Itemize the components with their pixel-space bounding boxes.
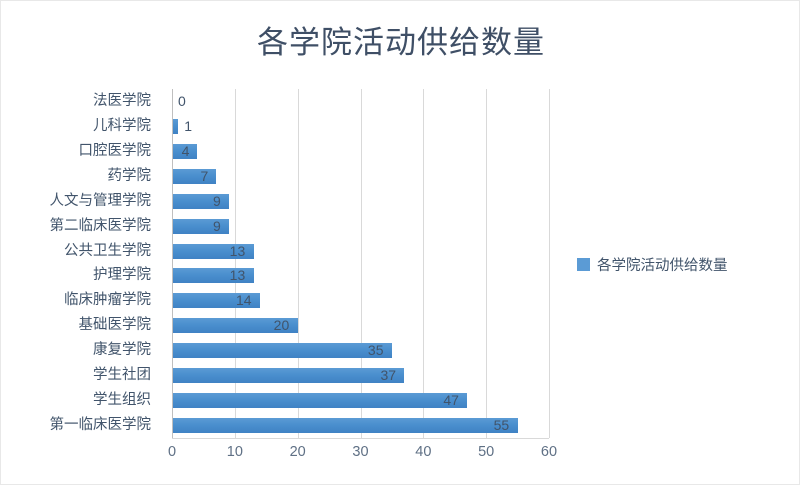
bar[interactable]	[172, 418, 518, 434]
bar-row[interactable]: 55	[172, 413, 549, 438]
bar-row[interactable]: 7	[172, 164, 549, 189]
gridline	[549, 89, 550, 438]
bar-row[interactable]: 47	[172, 388, 549, 413]
bar-row[interactable]: 35	[172, 338, 549, 363]
bar-row[interactable]: 13	[172, 239, 549, 264]
value-tick-label: 60	[540, 444, 558, 460]
bar-row[interactable]: 14	[172, 288, 549, 313]
category-label: 第二临床医学院	[49, 217, 152, 234]
bar-row[interactable]: 9	[172, 189, 549, 214]
bar[interactable]	[172, 143, 198, 159]
bar-row[interactable]: 20	[172, 313, 549, 338]
bar-row[interactable]: 13	[172, 264, 549, 289]
bar-value-label: 1	[184, 117, 193, 134]
category-label: 人文与管理学院	[49, 192, 152, 209]
value-tick-label: 10	[226, 444, 243, 460]
bar-row[interactable]: 9	[172, 214, 549, 239]
value-tick-label: 0	[167, 444, 177, 460]
category-label: 法医学院	[93, 92, 151, 109]
bar-row[interactable]: 0	[172, 89, 549, 114]
bar-row[interactable]: 4	[172, 139, 549, 164]
chart-title: 各学院活动供给数量	[257, 25, 545, 61]
bar-value-label: 9	[213, 217, 221, 234]
category-label: 学生组织	[93, 392, 151, 409]
bar-row[interactable]: 1	[172, 114, 549, 139]
bar-value-label: 14	[235, 292, 252, 309]
bar-value-label: 7	[200, 167, 209, 184]
bar[interactable]	[172, 268, 254, 284]
legend-label: 各学院活动供给数量	[597, 258, 728, 274]
value-axis-labels: 0 10 20 30 40 50 60	[168, 444, 557, 466]
category-label: 护理学院	[93, 267, 151, 284]
category-label: 药学院	[107, 167, 152, 184]
bar-value-label: 37	[380, 367, 397, 384]
bar-value-label: 0	[178, 92, 186, 109]
bar-value-label: 9	[213, 192, 221, 209]
bar[interactable]	[172, 118, 179, 134]
bar-value-label: 13	[229, 242, 246, 259]
category-label: 儿科学院	[93, 117, 151, 134]
bar-value-label: 35	[367, 342, 384, 359]
bar[interactable]	[172, 293, 260, 309]
category-label: 学生社团	[93, 367, 151, 384]
category-label: 口腔医学院	[78, 142, 152, 159]
category-label: 康复学院	[93, 342, 151, 359]
plot-area: 0 1 4 7 9 9 13 13 14 20 35 37 47 55	[172, 89, 550, 439]
bar[interactable]	[172, 218, 229, 234]
value-tick-label: 40	[415, 444, 432, 460]
bar[interactable]	[172, 193, 229, 209]
bar-series: 0 1 4 7 9 9 13 13 14 20 35 37 47 55	[172, 89, 549, 438]
category-label: 临床肿瘤学院	[64, 292, 151, 309]
bar-value-label: 47	[443, 392, 459, 409]
value-tick-label: 20	[289, 444, 306, 460]
bar-value-label: 55	[493, 417, 510, 434]
bar-value-label: 13	[229, 267, 246, 284]
category-label: 基础医学院	[78, 317, 152, 334]
bar-value-label: 20	[273, 317, 290, 334]
category-axis-line	[172, 438, 549, 439]
bar-value-label: 4	[181, 142, 190, 159]
bar[interactable]	[172, 368, 405, 384]
bar-row[interactable]: 37	[172, 363, 549, 388]
category-label: 第一临床医学院	[49, 417, 152, 434]
category-label: 公共卫生学院	[64, 242, 151, 259]
value-tick-label: 30	[352, 444, 369, 460]
bar[interactable]	[172, 343, 392, 359]
bar[interactable]	[172, 243, 254, 259]
legend-swatch-icon	[577, 258, 590, 271]
category-axis-labels: 法医学院儿科学院口腔医学院药学院人文与管理学院 第二临床医学院公共卫生学院护理学院…	[1, 89, 162, 438]
bar[interactable]	[172, 393, 468, 409]
bar[interactable]	[172, 168, 216, 184]
value-axis-line	[172, 89, 173, 438]
chart-legend: 各学院活动供给数量	[577, 254, 728, 275]
bar[interactable]	[172, 318, 298, 334]
value-tick-label: 50	[478, 444, 495, 460]
